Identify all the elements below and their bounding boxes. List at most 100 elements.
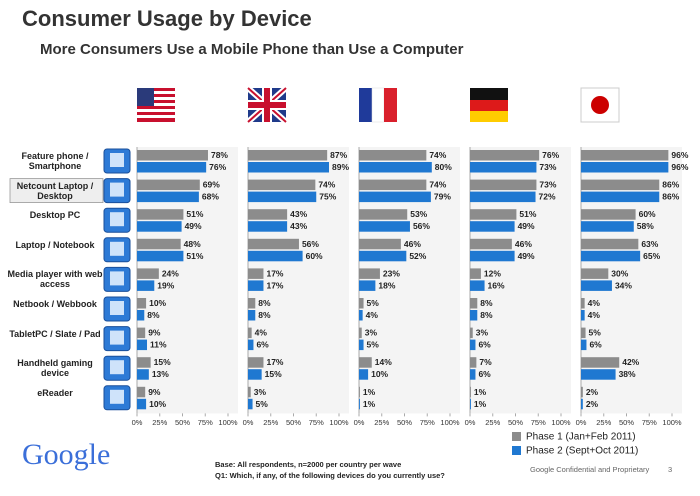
value-label: 51% [186, 251, 203, 261]
legend-label: Phase 1 (Jan+Feb 2011) [526, 432, 636, 443]
value-label: 23% [383, 268, 400, 278]
bar [248, 162, 329, 173]
bar [581, 238, 639, 250]
bar [470, 268, 481, 279]
bar [581, 179, 660, 191]
value-label: 48% [184, 239, 201, 249]
bar [581, 150, 669, 161]
bar [359, 250, 407, 262]
device-icon-screen [110, 389, 124, 404]
bar [137, 191, 199, 203]
device-icon-screen [110, 360, 124, 375]
value-label: 75% [319, 192, 336, 202]
value-label: 5% [589, 328, 602, 338]
bar [248, 280, 264, 291]
value-label: 24% [162, 268, 179, 278]
value-label: 34% [615, 280, 632, 290]
value-label: 72% [539, 192, 556, 202]
value-label: 11% [150, 340, 167, 350]
value-label: 2% [586, 387, 599, 397]
value-label: 78% [211, 150, 228, 160]
bar [359, 238, 401, 250]
bar [137, 298, 147, 309]
bar [248, 250, 303, 262]
value-label: 18% [378, 280, 395, 290]
value-label: 6% [256, 340, 269, 350]
x-tick-label: 75% [198, 418, 213, 427]
device-icon-screen [110, 301, 124, 315]
x-tick-label: 50% [619, 418, 634, 427]
x-tick-label: 25% [152, 418, 167, 427]
panel-background [248, 147, 349, 414]
value-label: 10% [371, 369, 388, 379]
x-tick-label: 50% [175, 418, 190, 427]
device-icon-screen [110, 212, 124, 227]
bar [581, 280, 612, 291]
value-label: 63% [641, 239, 658, 249]
value-label: 3% [476, 328, 489, 338]
bar [581, 386, 583, 398]
bar [581, 327, 586, 339]
flag-jp [580, 87, 620, 123]
bar [470, 162, 537, 173]
x-tick-label: 50% [286, 418, 301, 427]
x-tick-label: 100% [218, 418, 238, 427]
footer-confidential: Google Confidential and Proprietary [530, 465, 649, 474]
bar [137, 179, 200, 191]
bar [137, 209, 184, 220]
bar [581, 357, 620, 368]
value-label: 60% [639, 209, 656, 219]
bar [581, 209, 636, 220]
value-label: 8% [480, 310, 493, 320]
highlight-box [9, 178, 104, 204]
x-tick-label: 75% [420, 418, 435, 427]
bar [470, 398, 471, 410]
category-label: Desktop PC [29, 210, 81, 221]
bar [470, 310, 478, 321]
device-icon-screen [110, 153, 124, 167]
bar [248, 191, 317, 203]
x-tick-label: 0% [465, 418, 476, 427]
bar [248, 369, 262, 380]
value-label: 30% [611, 268, 628, 278]
value-label: 42% [622, 357, 639, 367]
bar [581, 310, 585, 321]
value-label: 12% [484, 268, 501, 278]
value-label: 6% [478, 369, 491, 379]
bar [137, 386, 146, 398]
bar [248, 398, 253, 410]
value-label: 86% [662, 192, 679, 202]
bar [248, 357, 264, 368]
bar [359, 398, 360, 410]
bar [581, 162, 669, 173]
value-label: 52% [409, 251, 426, 261]
bar [581, 369, 616, 380]
bar [248, 221, 288, 232]
value-label: 58% [637, 221, 654, 231]
bar [581, 398, 583, 410]
bar [137, 398, 147, 410]
bar [248, 150, 328, 161]
x-tick-label: 100% [329, 418, 349, 427]
value-label: 79% [434, 192, 451, 202]
bar [470, 357, 477, 368]
value-label: 19% [157, 280, 174, 290]
device-icon-screen [110, 182, 124, 197]
bar [359, 369, 369, 380]
value-label: 65% [643, 251, 660, 261]
x-tick-label: 25% [596, 418, 611, 427]
x-tick-label: 25% [374, 418, 389, 427]
value-label: 4% [366, 310, 379, 320]
panel-background [581, 147, 682, 414]
bar [359, 327, 362, 339]
bar [470, 369, 476, 380]
category-label: Laptop / Notebook [15, 239, 95, 250]
value-label: 4% [588, 298, 601, 308]
value-label: 17% [266, 357, 283, 367]
value-label: 6% [589, 340, 602, 350]
value-label: 3% [365, 328, 378, 338]
bar [470, 150, 540, 161]
value-label: 8% [258, 298, 271, 308]
x-tick-label: 100% [662, 418, 682, 427]
